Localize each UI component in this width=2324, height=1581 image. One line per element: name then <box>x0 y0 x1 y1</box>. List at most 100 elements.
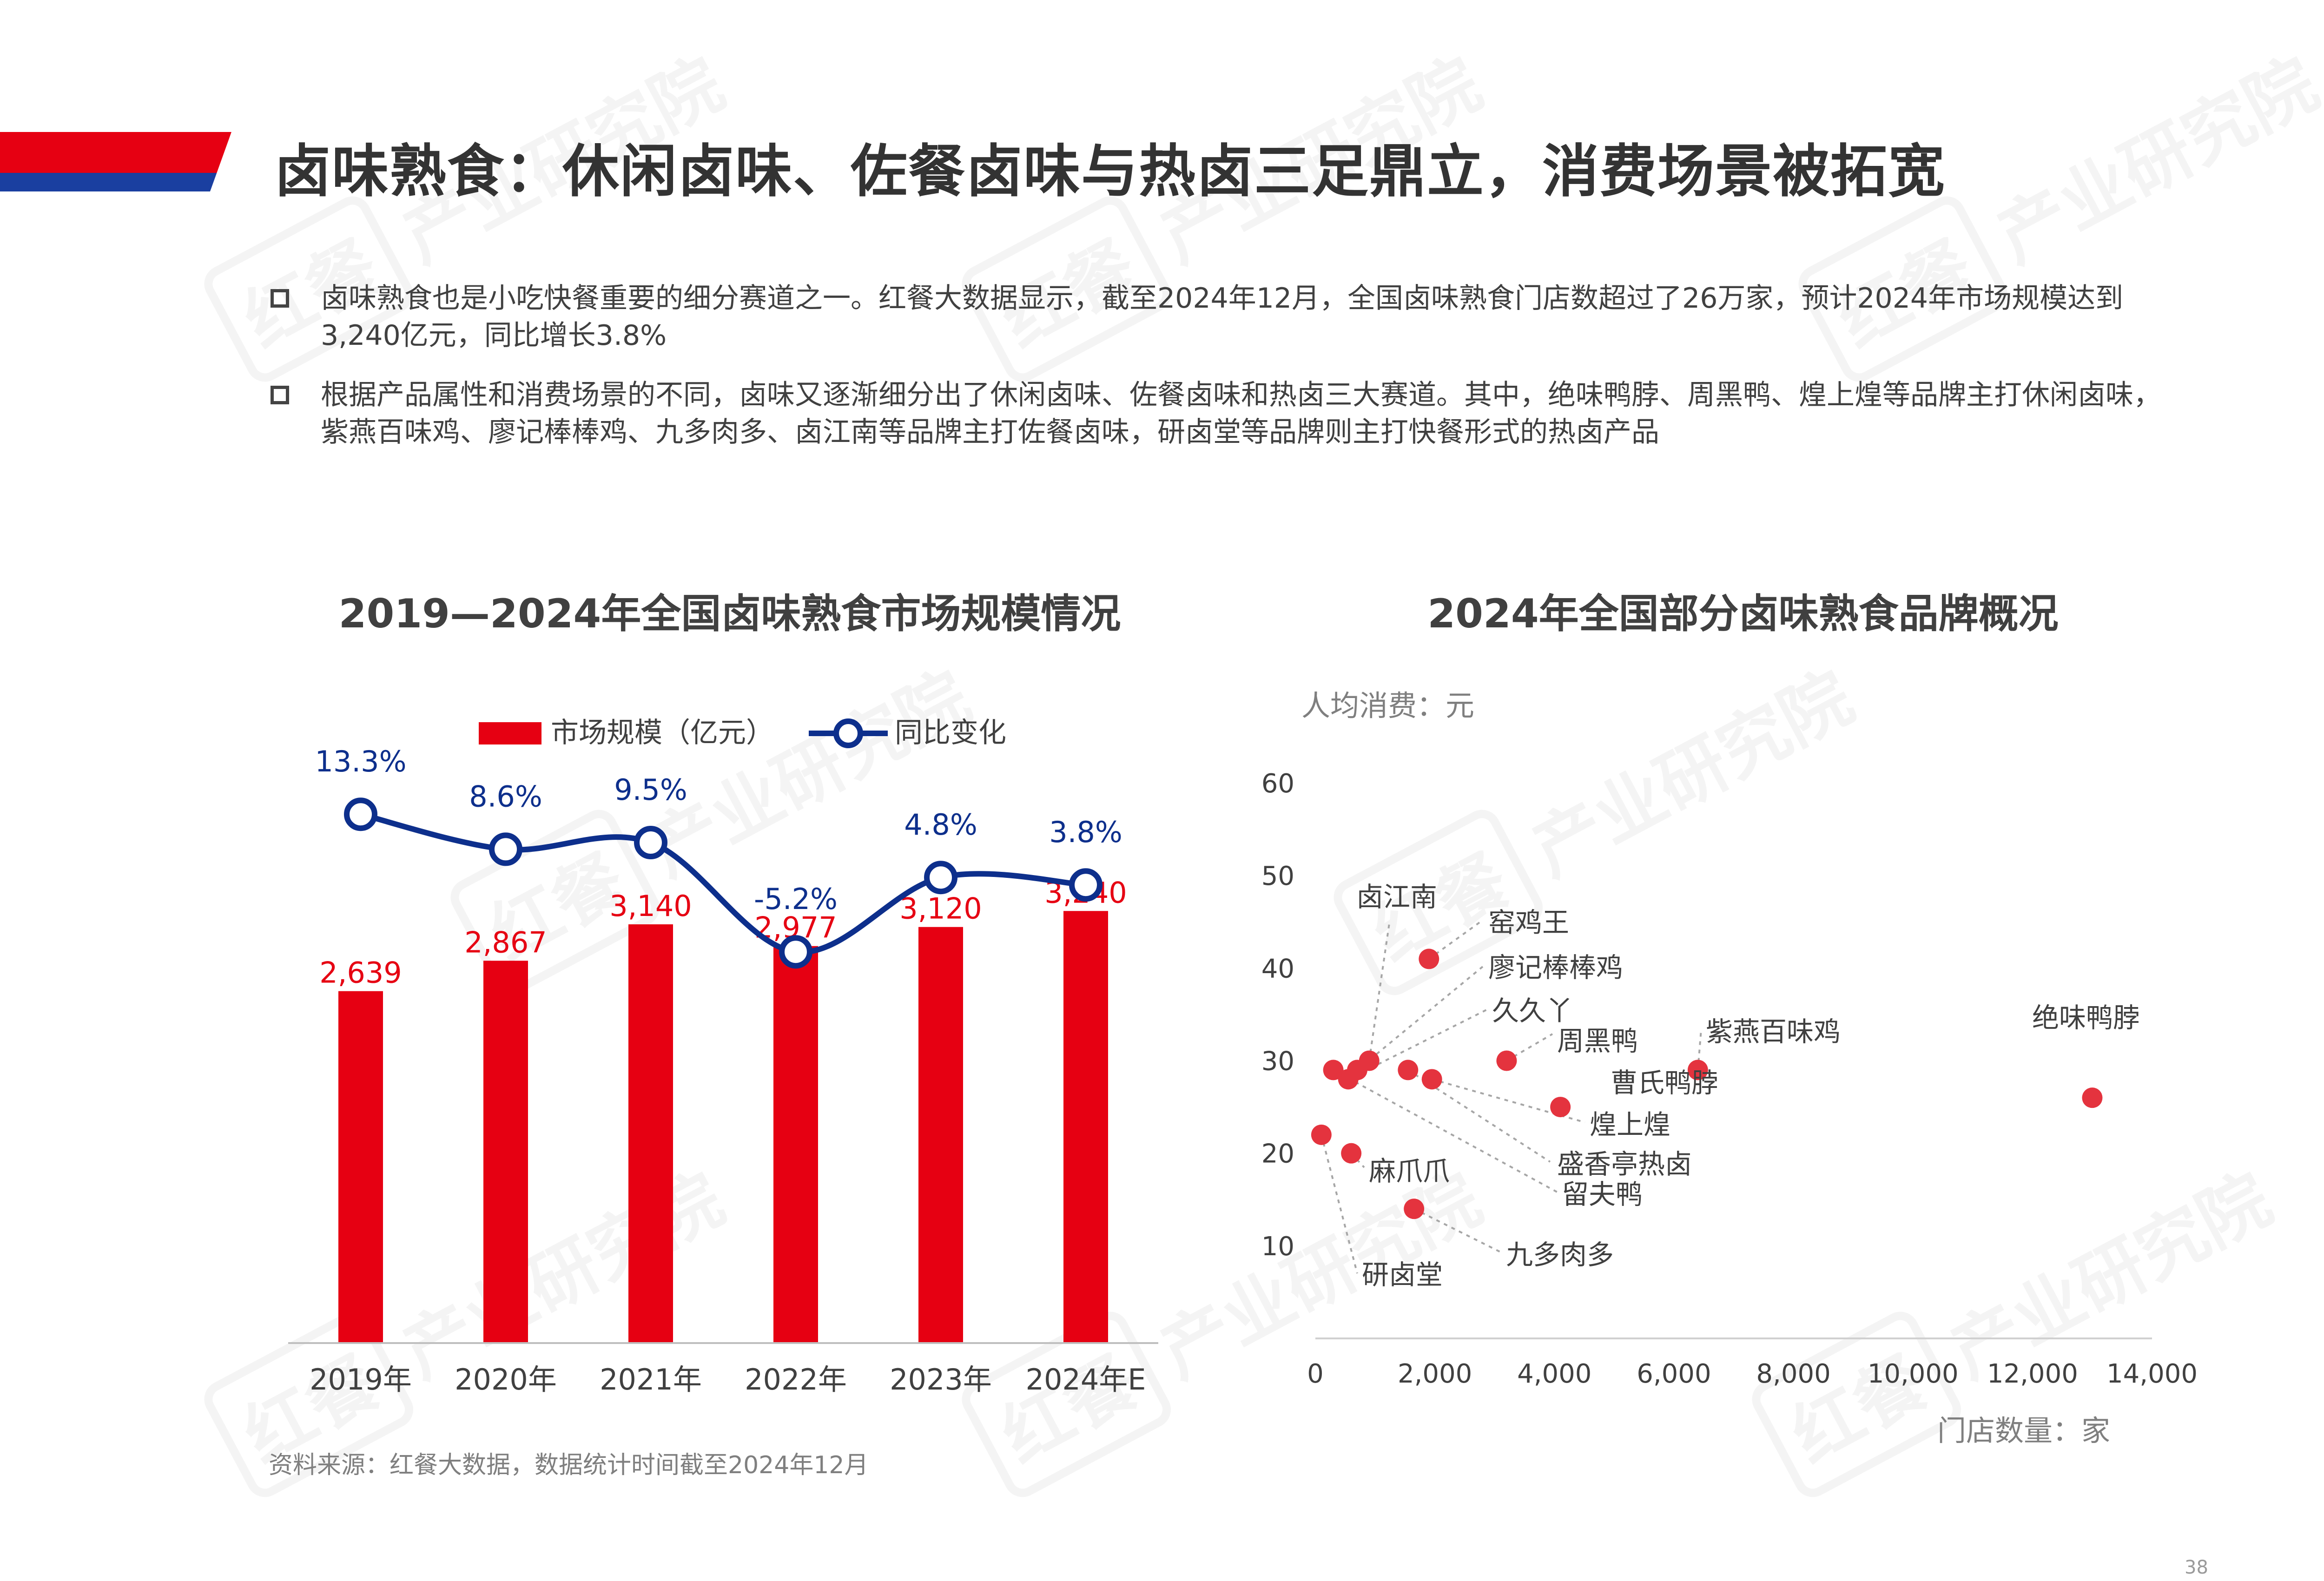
page-number: 38 <box>2185 1557 2208 1578</box>
x-tick-label: 2021年 <box>600 1363 702 1397</box>
page-title: 卤味熟食：休闲卤味、佐餐卤味与热卤三足鼎立，消费场景被拓宽 <box>274 138 1946 204</box>
bullet-text: 根据产品属性和消费场景的不同，卤味又逐渐细分出了休闲卤味、佐餐卤味和热卤三大赛道… <box>321 379 2161 448</box>
bar-value-label: 2,639 <box>319 956 402 990</box>
header-blue-stripe <box>0 173 218 191</box>
y-tick-label: 40 <box>1261 954 1294 984</box>
yoy-value-label: 4.8% <box>904 808 977 842</box>
point-label: 九多肉多 <box>1506 1239 1614 1271</box>
scatter-point <box>1338 1069 1359 1090</box>
scatter-point <box>2082 1087 2103 1108</box>
x-tick-label: 2024年E <box>1026 1363 1146 1397</box>
bar-value-label: 2,867 <box>464 925 547 959</box>
header-divider <box>210 132 239 191</box>
bar <box>338 991 383 1343</box>
leader-line <box>1697 1029 1702 1070</box>
scatter-point <box>1421 1069 1442 1090</box>
x-tick-label: 8,000 <box>1756 1359 1830 1389</box>
scatter-points <box>1311 949 2103 1219</box>
yoy-marker <box>489 832 522 866</box>
yoy-marker <box>779 935 812 969</box>
x-tick-label: 2022年 <box>745 1363 847 1397</box>
header-red-stripe <box>0 132 231 173</box>
bullet-icon <box>271 386 289 404</box>
x-tick-label: 2,000 <box>1398 1359 1472 1389</box>
yoy-marker <box>924 861 957 895</box>
x-tick-label: 14,000 <box>2106 1359 2198 1389</box>
leader-line <box>1320 1134 1358 1274</box>
y-tick-label: 10 <box>1261 1232 1294 1262</box>
yoy-value-label: 13.3% <box>315 744 407 778</box>
bar <box>773 946 818 1343</box>
yoy-value-label: 9.5% <box>614 773 687 807</box>
bar <box>483 961 528 1343</box>
x-tick-label: 10,000 <box>1868 1359 1959 1389</box>
yoy-value-label: -5.2% <box>754 882 838 916</box>
point-label: 廖记棒棒鸡 <box>1488 952 1623 983</box>
yoy-value-label: 3.8% <box>1049 815 1122 849</box>
point-label: 久久丫 <box>1492 995 1573 1027</box>
leader-line <box>1368 920 1391 1061</box>
point-label: 窑鸡王 <box>1488 907 1569 938</box>
point-label: 留夫鸭 <box>1562 1179 1643 1210</box>
source-note: 资料来源：红餐大数据，数据统计时间截至2024年12月 <box>269 1451 869 1479</box>
x-tick-label: 12,000 <box>1987 1359 2078 1389</box>
bar <box>918 927 963 1343</box>
scatter-point <box>1404 1199 1425 1219</box>
y-tick-label: 30 <box>1261 1047 1294 1077</box>
point-label: 盛香亭热卤 <box>1557 1148 1692 1180</box>
bullet-icon <box>271 289 289 308</box>
x-tick-label: 2023年 <box>890 1363 992 1397</box>
market-size-chart: 市场规模（亿元）同比变化 2,6392,8673,1402,9773,1203,… <box>288 717 1158 1397</box>
line-series: 13.3% 8.6% 9.5% -5.2% 4.8% 3.8% <box>315 744 1122 969</box>
point-label: 曹氏鸭脖 <box>1611 1067 1718 1099</box>
point-label: 煌上煌 <box>1590 1109 1670 1140</box>
chart-title-brands: 2024年全国部分卤味熟食品牌概况 <box>1427 591 2059 637</box>
x-tick-label: 4,000 <box>1517 1359 1591 1389</box>
scatter-axes: 0 2,000 4,000 6,000 8,000 10,000 12,000 14,000 1… <box>1261 689 2198 1448</box>
x-axis-title: 门店数量：家 <box>1937 1414 2110 1448</box>
point-label: 绝味鸭脖 <box>2032 1002 2140 1034</box>
legend-label-line: 同比变化 <box>895 717 1006 749</box>
leader-line <box>1356 966 1484 1071</box>
x-tick-label: 2019年 <box>310 1363 412 1397</box>
scatter-point <box>1398 1060 1419 1080</box>
leader-line <box>1333 1069 1558 1193</box>
scatter-point <box>1687 1060 1708 1080</box>
bar-value-label: 3,120 <box>899 892 982 926</box>
x-axis: 2019年 2020年 2021年 2022年 2023年 2024年E <box>288 1342 1158 1397</box>
point-label: 麻爪爪 <box>1369 1155 1450 1187</box>
yoy-marker <box>344 797 377 831</box>
y-tick-label: 20 <box>1261 1139 1294 1169</box>
point-label: 卤江南 <box>1356 881 1437 913</box>
brand-scatter-chart: 0 2,000 4,000 6,000 8,000 10,000 12,000 14,000 1… <box>1261 689 2198 1448</box>
bullet-text: 卤味熟食也是小吃快餐重要的细分赛道之一。红餐大数据显示，截至2024年12月，全… <box>321 282 2124 352</box>
y-tick-label: 60 <box>1261 769 1294 799</box>
bar <box>1063 911 1108 1343</box>
scatter-point <box>1323 1060 1344 1080</box>
leader-line <box>1413 1208 1502 1253</box>
header-bar <box>0 132 239 191</box>
y-tick-label: 50 <box>1261 861 1294 891</box>
chart-title-market-size: 2019—2024年全国卤味熟食市场规模情况 <box>338 591 1121 637</box>
x-tick-label: 6,000 <box>1637 1359 1711 1389</box>
point-label: 研卤堂 <box>1362 1259 1443 1291</box>
bar <box>628 924 673 1343</box>
legend-marker <box>833 718 863 748</box>
point-label: 周黑鸭 <box>1557 1025 1638 1057</box>
x-tick-label: 2020年 <box>455 1363 557 1397</box>
yoy-marker <box>634 826 667 859</box>
legend-label-bar: 市场规模（亿元） <box>551 717 774 749</box>
scatter-point <box>1341 1143 1362 1164</box>
leader-line <box>1428 919 1484 960</box>
yoy-value-label: 8.6% <box>469 779 542 813</box>
scatter-point <box>1419 949 1439 969</box>
leader-line <box>1432 1078 1585 1123</box>
yoy-marker <box>1069 868 1103 902</box>
scatter-point <box>1496 1050 1517 1071</box>
y-axis-title: 人均消费：元 <box>1301 689 1474 723</box>
legend-swatch-bar <box>479 722 541 744</box>
x-tick-label: 0 <box>1307 1359 1324 1389</box>
scatter-point <box>1550 1097 1571 1118</box>
